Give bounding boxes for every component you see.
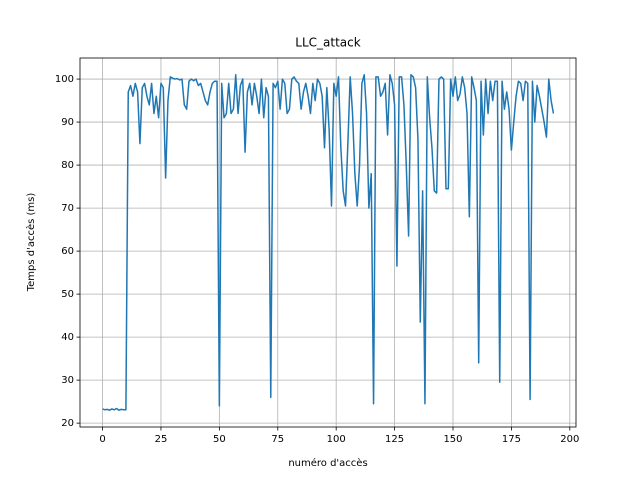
y-tick-label: 50	[61, 289, 74, 300]
y-tick-label: 40	[61, 332, 74, 343]
y-tick-label: 30	[61, 375, 74, 386]
x-tick-label: 100	[327, 434, 346, 445]
x-tick-label: 125	[385, 434, 404, 445]
plot-frame	[79, 57, 577, 428]
x-tick-label: 200	[560, 434, 579, 445]
x-tick-label: 175	[502, 434, 521, 445]
chart-title: LLC_attack	[295, 36, 360, 50]
y-tick-label: 80	[61, 160, 74, 171]
x-tick-label: 25	[155, 434, 168, 445]
y-tick-label: 60	[61, 246, 74, 257]
x-tick-label: 50	[213, 434, 226, 445]
y-tick-label: 90	[61, 117, 74, 128]
x-axis-label: numéro d'accès	[288, 457, 367, 469]
x-tick-label: 75	[271, 434, 284, 445]
y-tick-label: 100	[55, 74, 74, 85]
y-tick-label: 70	[61, 203, 74, 214]
x-tick-label: 150	[443, 434, 462, 445]
y-axis-label: Temps d'accès (ms)	[25, 193, 37, 293]
y-tick-label: 20	[61, 418, 74, 429]
data-line	[102, 74, 555, 411]
x-tick-label: 0	[99, 434, 105, 445]
